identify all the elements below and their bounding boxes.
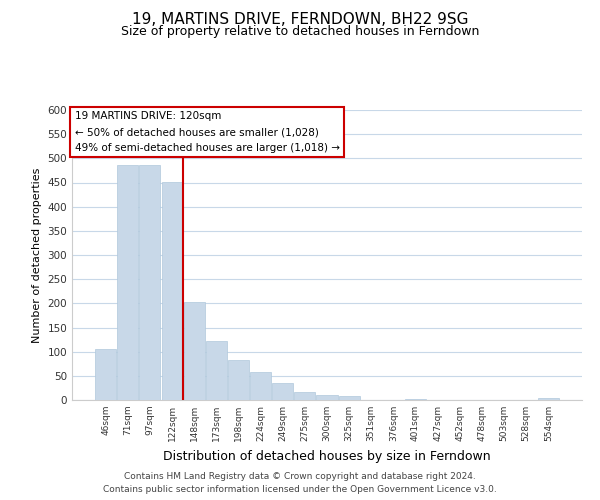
Bar	[272, 382, 293, 400]
Text: Contains public sector information licensed under the Open Government Licence v3: Contains public sector information licen…	[103, 485, 497, 494]
Bar	[95, 349, 116, 400]
Text: 19, MARTINS DRIVE, FERNDOWN, BH22 9SG: 19, MARTINS DRIVE, FERNDOWN, BH22 9SG	[132, 12, 468, 28]
Bar	[118, 164, 139, 400]
Y-axis label: Number of detached properties: Number of detached properties	[32, 168, 42, 342]
Bar	[250, 372, 271, 400]
Text: Contains HM Land Registry data © Crown copyright and database right 2024.: Contains HM Land Registry data © Crown c…	[124, 472, 476, 481]
Bar	[295, 392, 316, 400]
Text: 19 MARTINS DRIVE: 120sqm
← 50% of detached houses are smaller (1,028)
49% of sem: 19 MARTINS DRIVE: 120sqm ← 50% of detach…	[74, 112, 340, 152]
X-axis label: Distribution of detached houses by size in Ferndown: Distribution of detached houses by size …	[163, 450, 491, 462]
Text: Size of property relative to detached houses in Ferndown: Size of property relative to detached ho…	[121, 25, 479, 38]
Bar	[206, 341, 227, 400]
Bar	[405, 398, 426, 400]
Bar	[338, 396, 359, 400]
Bar	[538, 398, 559, 400]
Bar	[161, 182, 182, 400]
Bar	[316, 395, 338, 400]
Bar	[184, 302, 205, 400]
Bar	[139, 164, 160, 400]
Bar	[228, 360, 249, 400]
